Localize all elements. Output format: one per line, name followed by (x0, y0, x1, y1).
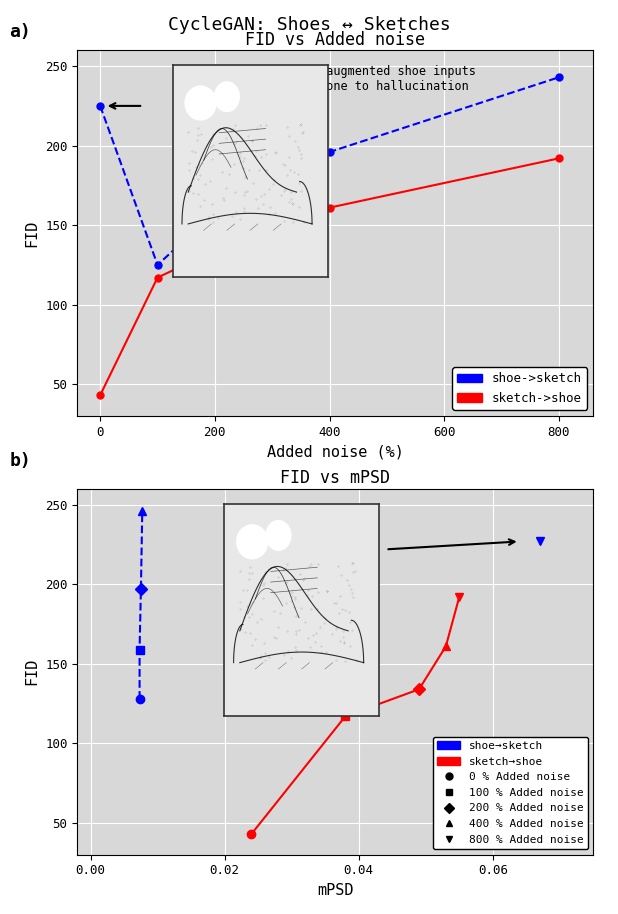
Legend: shoe→sketch, sketch→shoe, 0 % Added noise, 100 % Added noise, 200 % Added noise,: shoe→sketch, sketch→shoe, 0 % Added nois… (433, 737, 588, 849)
Legend: shoe->sketch, sketch->shoe: shoe->sketch, sketch->shoe (452, 367, 587, 409)
Y-axis label: FID: FID (25, 219, 40, 247)
X-axis label: mPSD: mPSD (317, 883, 353, 898)
Title: FID vs mPSD: FID vs mPSD (281, 470, 390, 487)
Text: Unaugmented shoe inputs
prone to hallucination: Unaugmented shoe inputs prone to halluci… (312, 65, 476, 93)
Title: FID vs Added noise: FID vs Added noise (245, 31, 425, 48)
X-axis label: Added noise (%): Added noise (%) (267, 444, 404, 459)
Text: CycleGAN: Shoes ↔ Sketches: CycleGAN: Shoes ↔ Sketches (167, 16, 451, 35)
Text: a): a) (9, 23, 31, 40)
Y-axis label: FID: FID (25, 658, 40, 686)
Text: b): b) (9, 452, 31, 470)
